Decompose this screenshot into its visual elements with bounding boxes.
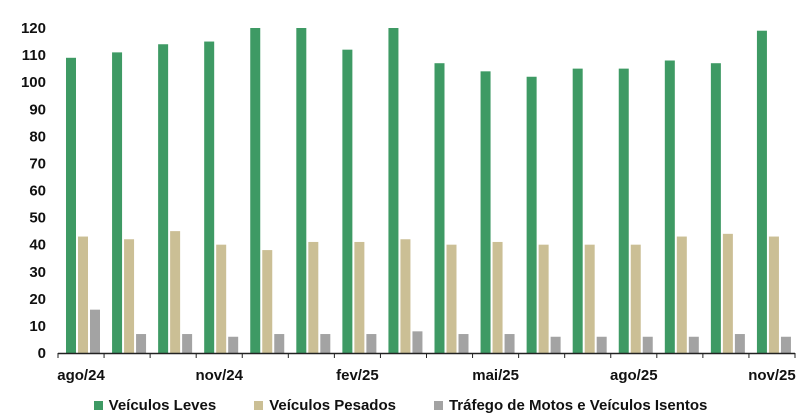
bar-1-13 bbox=[676, 236, 687, 353]
y-tick-label: 120 bbox=[21, 20, 46, 37]
y-axis: 0 10 20 30 40 50 60 70 80 90 100 110 120 bbox=[21, 20, 46, 362]
x-tick-label: mai/25 bbox=[472, 367, 519, 384]
bar-2-9 bbox=[504, 334, 515, 353]
bar-1-14 bbox=[722, 233, 733, 353]
x-axis: ago/24 nov/24 fev/25 mai/25 ago/25 nov/25 bbox=[57, 353, 796, 384]
bar-2-10 bbox=[550, 336, 561, 353]
bar-2-5 bbox=[320, 334, 331, 353]
bar-0-14 bbox=[710, 63, 721, 353]
y-tick-label: 70 bbox=[29, 155, 46, 172]
legend-swatch-leves bbox=[93, 400, 103, 410]
bars-area bbox=[66, 28, 791, 354]
legend-label-motos: Tráfego de Motos e Veículos Isentos bbox=[448, 396, 708, 414]
bar-2-7 bbox=[412, 331, 423, 353]
bar-1-10 bbox=[538, 244, 549, 353]
bar-1-6 bbox=[354, 241, 365, 353]
bar-1-11 bbox=[584, 244, 595, 353]
bar-0-12 bbox=[618, 68, 629, 353]
y-tick-label: 110 bbox=[22, 47, 46, 64]
bar-0-8 bbox=[434, 63, 445, 353]
y-tick-label: 40 bbox=[29, 237, 46, 254]
bar-2-2 bbox=[182, 334, 193, 353]
bar-1-5 bbox=[308, 241, 319, 353]
x-tick-label: ago/25 bbox=[610, 367, 658, 384]
x-tick-label: nov/24 bbox=[195, 367, 243, 384]
legend-swatch-pesados bbox=[254, 400, 264, 410]
y-tick-label: 50 bbox=[29, 210, 46, 227]
bar-0-1 bbox=[112, 52, 123, 353]
bar-0-5 bbox=[296, 28, 307, 353]
y-tick-label: 90 bbox=[29, 101, 46, 118]
bar-0-11 bbox=[572, 68, 583, 353]
x-tick-label: fev/25 bbox=[336, 367, 379, 384]
bar-2-0 bbox=[90, 309, 100, 353]
y-tick-label: 80 bbox=[29, 128, 46, 145]
bar-1-8 bbox=[446, 244, 457, 353]
bar-2-1 bbox=[136, 334, 147, 353]
bar-1-2 bbox=[170, 231, 181, 353]
legend-item-pesados: Veículos Pesados bbox=[254, 397, 396, 414]
bar-2-13 bbox=[688, 336, 699, 353]
bar-1-15 bbox=[768, 236, 779, 353]
legend-label-leves: Veículos Leves bbox=[108, 396, 217, 414]
bar-1-9 bbox=[492, 241, 503, 353]
legend-item-motos: Tráfego de Motos e Veículos Isentos bbox=[433, 396, 708, 414]
bar-0-15 bbox=[756, 30, 767, 353]
y-tick-label: 60 bbox=[29, 183, 46, 200]
bar-2-14 bbox=[734, 334, 745, 353]
bar-0-13 bbox=[664, 60, 675, 353]
bar-2-6 bbox=[366, 334, 377, 353]
bar-2-12 bbox=[642, 336, 653, 353]
bar-1-0 bbox=[78, 236, 88, 353]
bar-0-0 bbox=[66, 57, 76, 354]
bar-2-3 bbox=[228, 336, 239, 353]
y-tick-label: 100 bbox=[21, 74, 46, 91]
bar-2-8 bbox=[458, 334, 469, 353]
x-tick-label: ago/24 bbox=[57, 367, 105, 384]
bar-0-6 bbox=[342, 49, 353, 354]
bar-1-3 bbox=[216, 244, 227, 353]
bar-2-4 bbox=[274, 334, 285, 353]
bar-2-11 bbox=[596, 336, 607, 353]
bar-1-7 bbox=[400, 239, 411, 353]
bar-0-2 bbox=[158, 44, 169, 353]
x-tick-label: nov/25 bbox=[748, 367, 796, 384]
y-tick-label: 20 bbox=[29, 291, 46, 308]
y-tick-label: 30 bbox=[29, 264, 46, 281]
y-tick-label: 10 bbox=[29, 318, 46, 335]
bar-0-3 bbox=[204, 41, 215, 354]
bar-0-10 bbox=[526, 76, 537, 353]
legend-swatch-motos bbox=[433, 400, 443, 410]
y-tick-label: 0 bbox=[38, 345, 46, 362]
bar-0-9 bbox=[480, 71, 491, 353]
bar-1-4 bbox=[262, 250, 273, 353]
bar-0-4 bbox=[250, 28, 261, 353]
bar-1-12 bbox=[630, 244, 641, 353]
legend-item-leves: Veículos Leves bbox=[93, 396, 217, 414]
bar-chart: 0 10 20 30 40 50 60 70 80 90 100 110 120 ago/24 nov/2… bbox=[21, 20, 796, 384]
legend: Veículos Leves Veículos Pesados Tráfego … bbox=[0, 394, 801, 416]
bar-2-15 bbox=[780, 336, 791, 353]
legend-label-pesados: Veículos Pesados bbox=[269, 396, 396, 414]
bar-1-1 bbox=[124, 239, 135, 353]
bar-0-7 bbox=[388, 28, 399, 353]
